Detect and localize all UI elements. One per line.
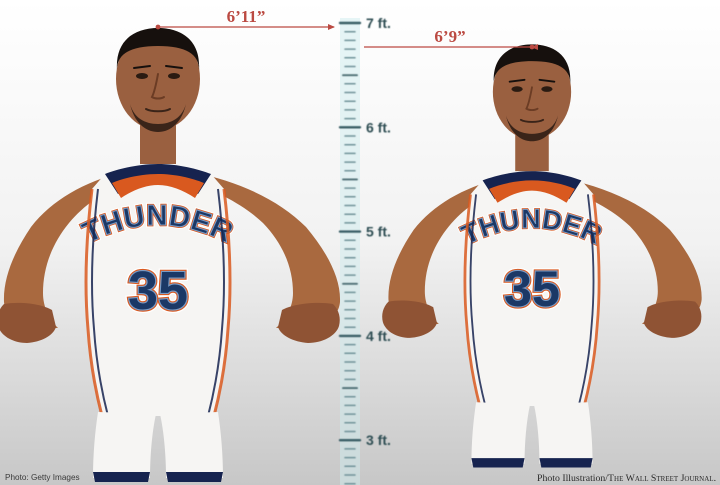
svg-text:4 ft.: 4 ft. xyxy=(366,328,391,344)
svg-text:6’9”: 6’9” xyxy=(434,27,465,46)
svg-text:6 ft.: 6 ft. xyxy=(366,119,391,135)
svg-text:7 ft.: 7 ft. xyxy=(366,15,391,31)
svg-text:5 ft.: 5 ft. xyxy=(366,224,391,240)
svg-text:6’11”: 6’11” xyxy=(227,7,266,26)
svg-text:3 ft.: 3 ft. xyxy=(366,432,391,448)
